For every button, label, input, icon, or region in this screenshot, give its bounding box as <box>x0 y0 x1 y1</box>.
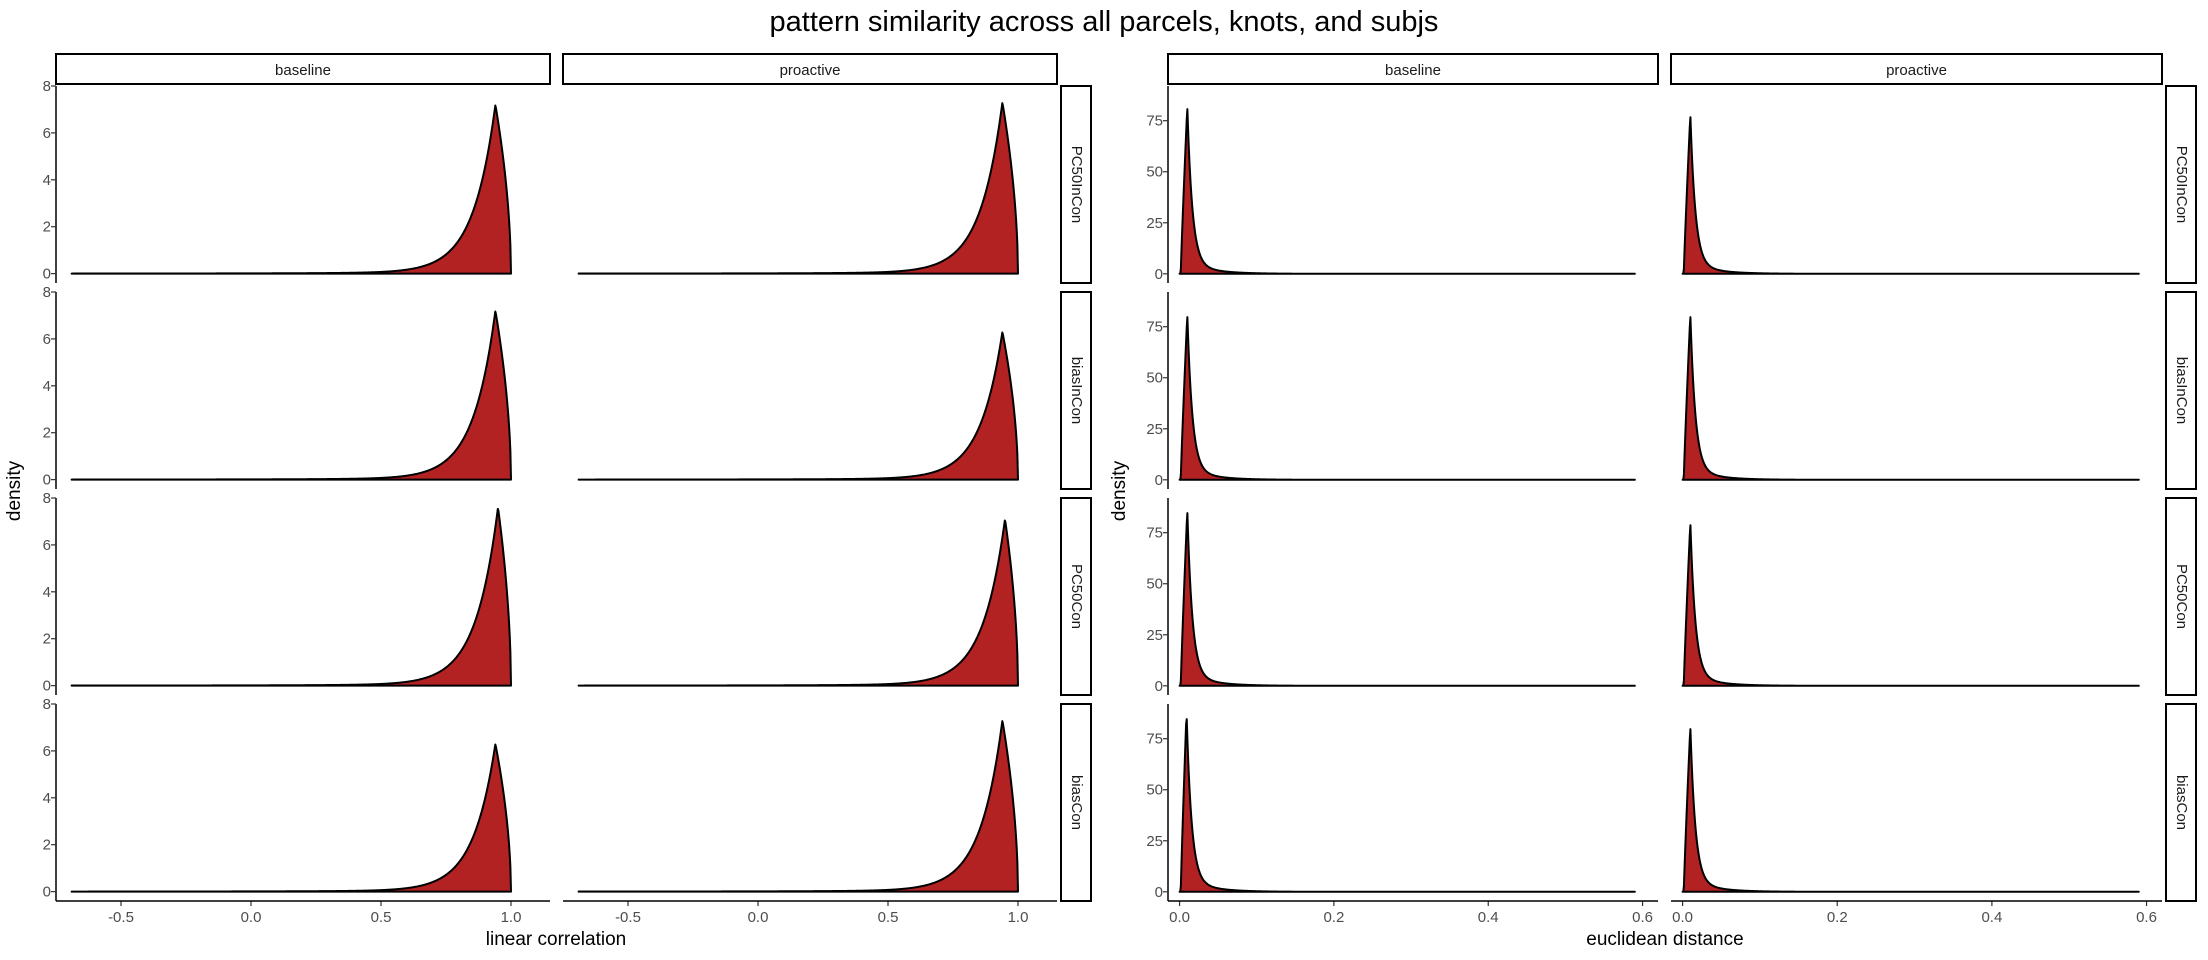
y-axis-title: density <box>1109 460 1130 521</box>
row-strip-label: biasCon <box>1068 775 1085 830</box>
row-strip <box>1060 85 1092 284</box>
y-tick-label: 2 <box>43 631 51 648</box>
y-tick-label: 8 <box>43 78 51 95</box>
row-strip <box>2165 291 2197 490</box>
y-tick-label: 50 <box>1146 782 1163 799</box>
x-tick-label: 0.0 <box>748 909 769 926</box>
row-strip <box>1060 703 1092 902</box>
x-tick-label: -0.5 <box>108 909 134 926</box>
density-area-biasInCon-proactive <box>577 331 1019 481</box>
x-tick-label: 0.5 <box>371 909 392 926</box>
y-tick-label: 6 <box>43 125 51 142</box>
y-tick-label: 75 <box>1146 113 1163 130</box>
row-strip <box>2165 703 2197 902</box>
y-tick-label: 6 <box>43 743 51 760</box>
x-tick-label: 1.0 <box>1008 909 1029 926</box>
x-tick-label: 0.2 <box>1827 909 1848 926</box>
y-tick-label: 75 <box>1146 319 1163 336</box>
y-tick-label: 2 <box>43 425 51 442</box>
y-tick-label: 4 <box>43 172 51 189</box>
column-strip-label: proactive <box>780 62 841 79</box>
row-strip-label: biasInCon <box>1068 357 1085 425</box>
column-strip <box>562 53 1058 85</box>
y-tick-label: 2 <box>43 837 51 854</box>
x-tick-label: 0.5 <box>878 909 899 926</box>
row-strip <box>2165 497 2197 696</box>
y-tick-label: 2 <box>43 219 51 236</box>
x-tick-label: 1.0 <box>501 909 522 926</box>
y-tick-label: 75 <box>1146 525 1163 542</box>
y-tick-label: 0 <box>1155 266 1163 283</box>
density-area-biasInCon-baseline <box>1178 316 1636 481</box>
y-tick-label: 6 <box>43 331 51 348</box>
y-tick-label: 50 <box>1146 164 1163 181</box>
column-strip-label: baseline <box>275 62 331 79</box>
y-tick-label: 8 <box>43 284 51 301</box>
x-tick-label: 0.4 <box>1478 909 1499 926</box>
row-strip-label: PC50Con <box>2173 564 2190 629</box>
row-strip-label: biasInCon <box>2173 357 2190 425</box>
y-tick-label: 6 <box>43 537 51 554</box>
x-tick-label: 0.0 <box>241 909 262 926</box>
density-area-biasCon-baseline <box>70 743 512 893</box>
y-tick-label: 75 <box>1146 731 1163 748</box>
y-tick-label: 0 <box>1155 884 1163 901</box>
x-tick-label: -0.5 <box>615 909 641 926</box>
y-tick-label: 4 <box>43 378 51 395</box>
y-tick-label: 8 <box>43 696 51 713</box>
x-tick-label: 0.6 <box>1632 909 1653 926</box>
x-tick-label: 0.4 <box>1981 909 2002 926</box>
y-tick-label: 0 <box>43 266 51 283</box>
row-strip-label: PC50InCon <box>2173 146 2190 224</box>
column-strip-label: proactive <box>1886 62 1947 79</box>
density-area-PC50InCon-baseline <box>70 104 512 275</box>
x-tick-label: 0.6 <box>2136 909 2157 926</box>
column-strip-label: baseline <box>1385 62 1441 79</box>
x-axis-title: euclidean distance <box>1586 929 1743 950</box>
x-tick-label: 0.2 <box>1323 909 1344 926</box>
y-tick-label: 50 <box>1146 576 1163 593</box>
y-axis-title: density <box>4 460 25 521</box>
density-area-biasInCon-proactive <box>1681 316 2140 481</box>
density-area-PC50Con-proactive <box>577 519 1019 687</box>
column-strip <box>1167 53 1659 85</box>
row-strip-label: PC50InCon <box>1068 146 1085 224</box>
density-area-PC50Con-baseline <box>1178 512 1636 687</box>
column-strip <box>55 53 551 85</box>
density-area-PC50Con-proactive <box>1681 524 2140 687</box>
y-tick-label: 0 <box>43 678 51 695</box>
density-area-biasCon-baseline <box>1178 718 1636 893</box>
density-area-biasCon-proactive <box>577 720 1019 893</box>
row-strip-label: PC50Con <box>1068 564 1085 629</box>
y-tick-label: 25 <box>1146 833 1163 850</box>
y-tick-label: 0 <box>1155 678 1163 695</box>
y-tick-label: 25 <box>1146 627 1163 644</box>
row-strip <box>1060 497 1092 696</box>
row-strip <box>1060 291 1092 490</box>
row-strip-label: biasCon <box>2173 775 2190 830</box>
density-area-biasCon-proactive <box>1681 728 2140 893</box>
y-tick-label: 0 <box>43 472 51 489</box>
y-tick-label: 0 <box>1155 472 1163 489</box>
y-tick-label: 4 <box>43 790 51 807</box>
y-tick-label: 4 <box>43 584 51 601</box>
y-tick-label: 25 <box>1146 421 1163 438</box>
column-strip <box>1670 53 2163 85</box>
density-area-biasInCon-baseline <box>70 310 512 481</box>
x-axis-title: linear correlation <box>486 929 626 950</box>
x-tick-label: 0.0 <box>1169 909 1190 926</box>
density-area-PC50Con-baseline <box>70 507 512 687</box>
y-tick-label: 8 <box>43 490 51 507</box>
y-tick-label: 0 <box>43 884 51 901</box>
density-area-PC50InCon-proactive <box>577 102 1019 275</box>
density-area-PC50InCon-proactive <box>1681 116 2140 275</box>
density-area-PC50InCon-baseline <box>1178 108 1636 275</box>
y-tick-label: 25 <box>1146 215 1163 232</box>
chart-title: pattern similarity across all parcels, k… <box>769 6 1439 38</box>
row-strip <box>2165 85 2197 284</box>
x-tick-label: 0.0 <box>1672 909 1693 926</box>
y-tick-label: 50 <box>1146 370 1163 387</box>
